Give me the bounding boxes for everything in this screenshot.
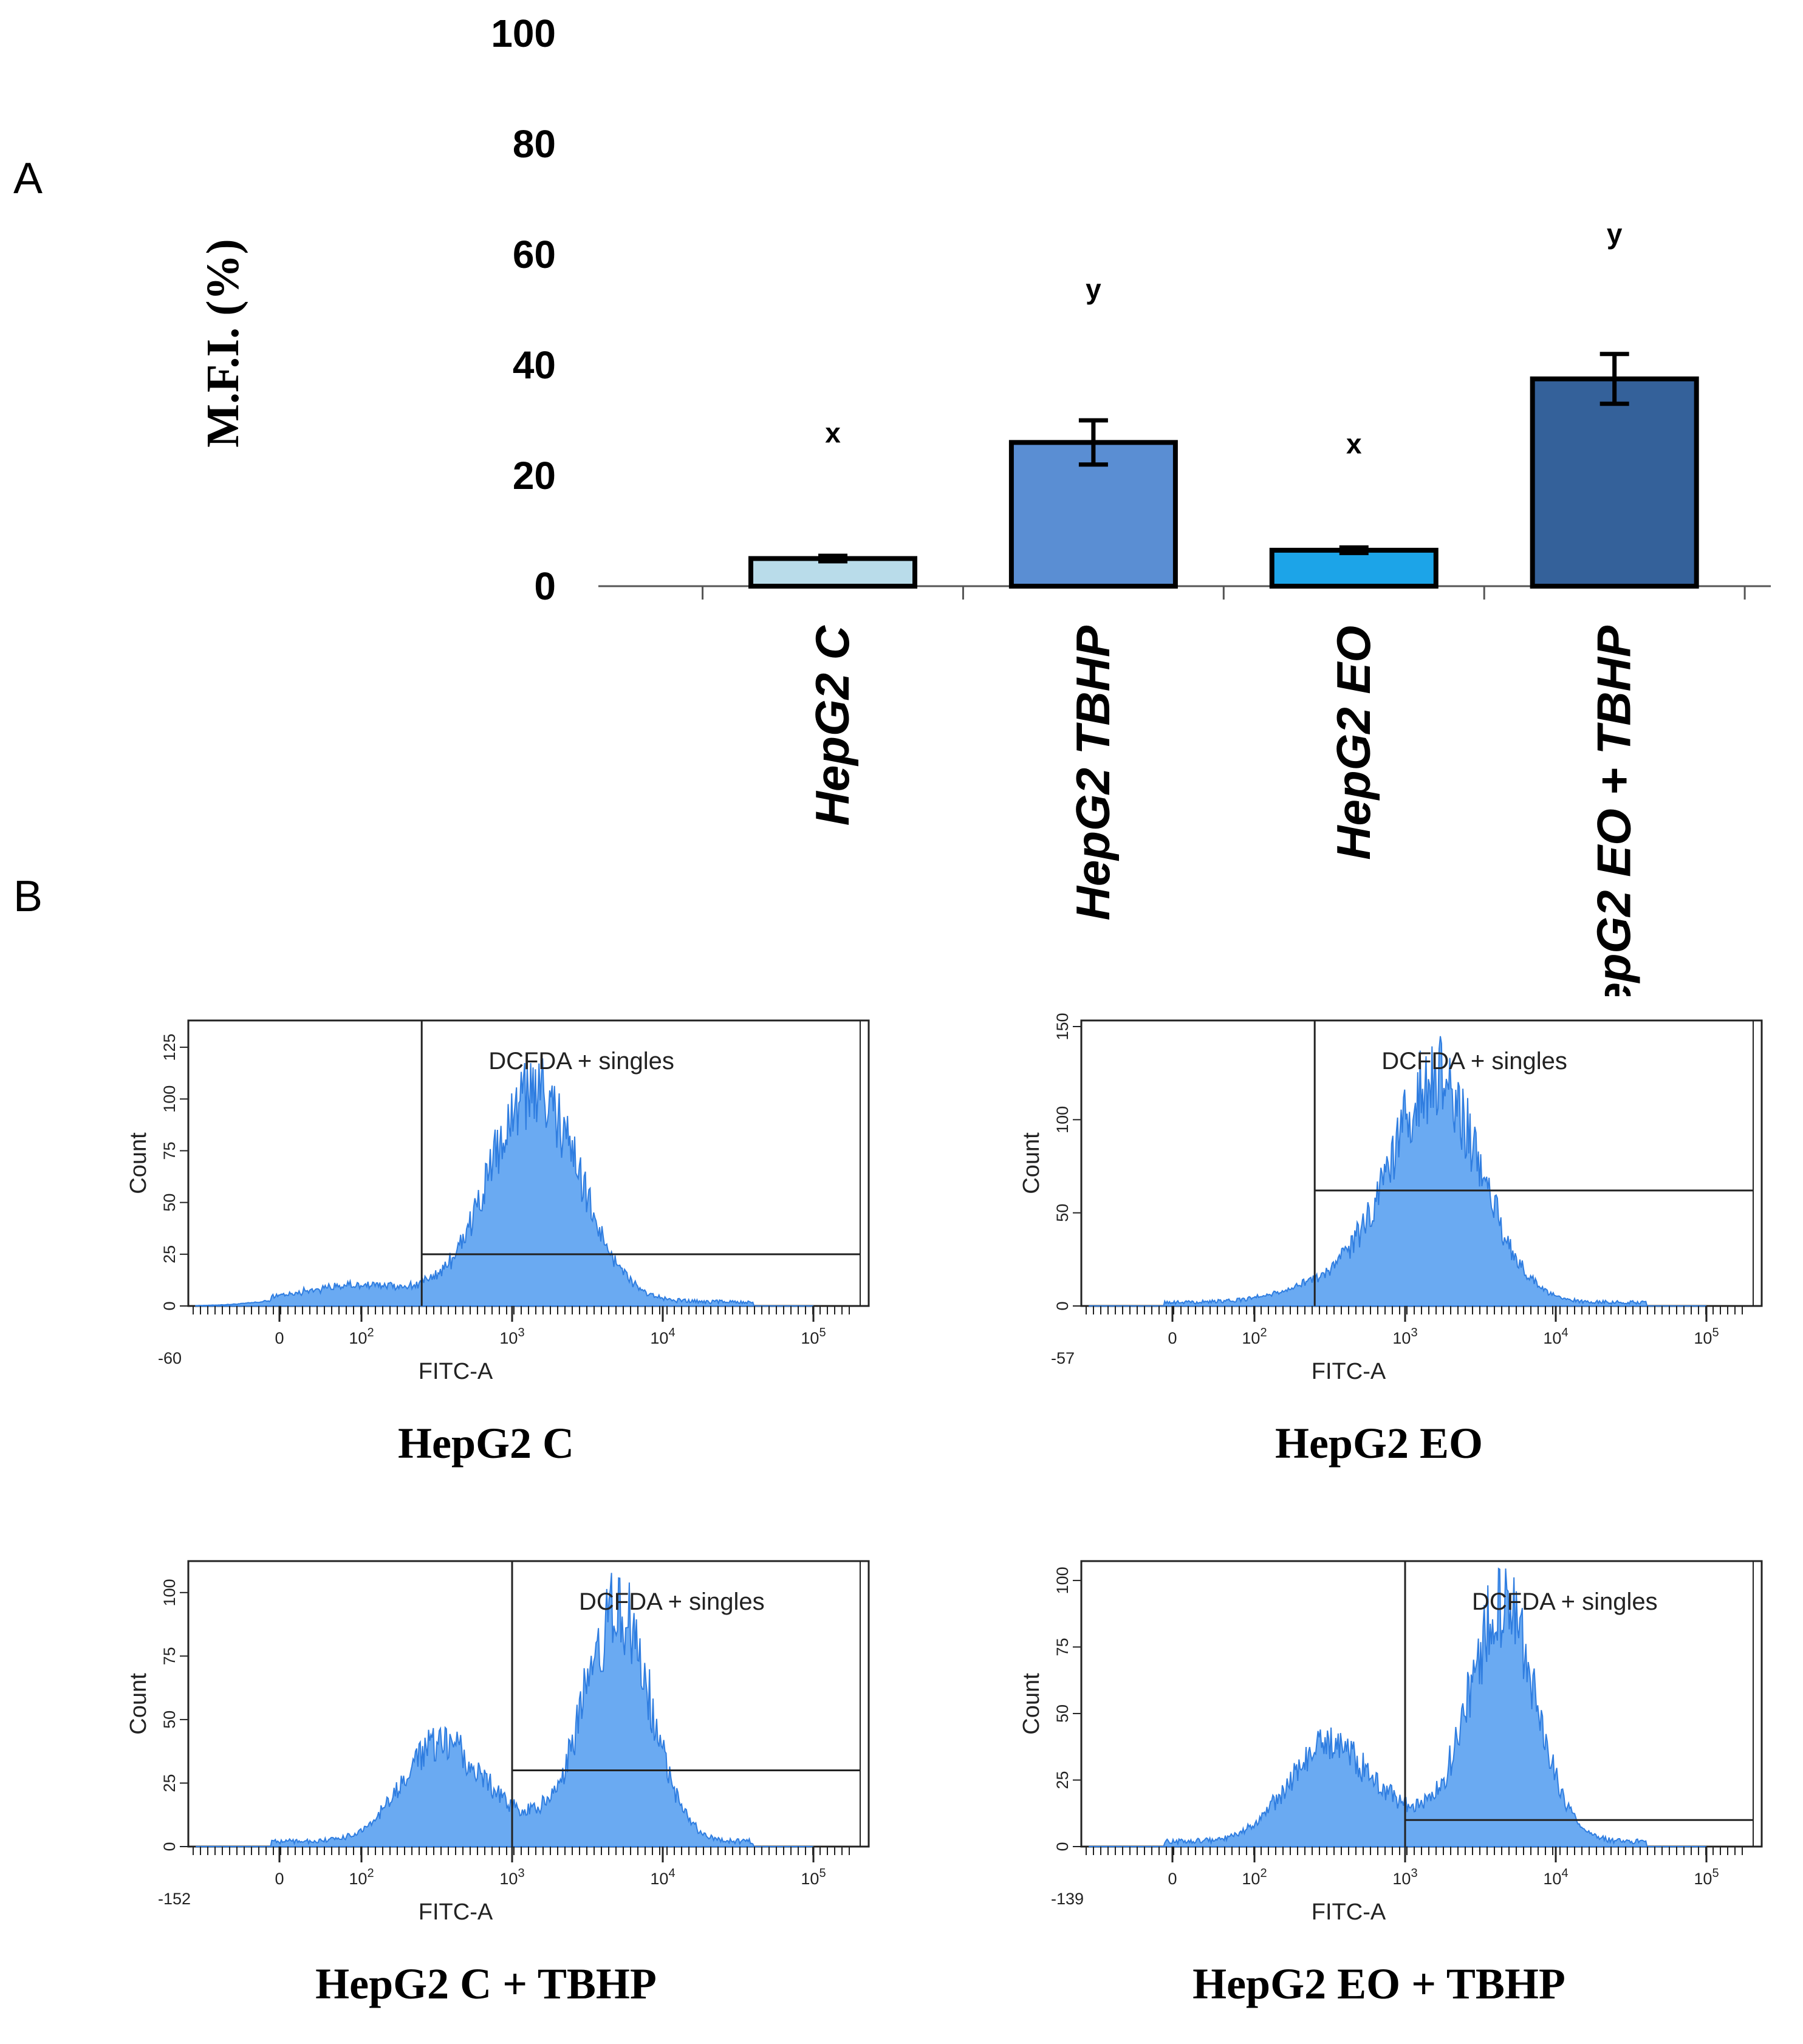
y-tick-label: 0 [160, 1301, 179, 1310]
x-tick-label: 104 [1543, 1326, 1568, 1347]
bar-hepg2-eo-tbhp [1530, 376, 1699, 589]
y-axis-label: M.F.I. (%) [197, 239, 248, 447]
y-tick-label: 25 [160, 1774, 179, 1792]
x-tick-label: 0 [275, 1870, 284, 1888]
y-tick-label: 20 [513, 454, 556, 497]
gate-label: DCFDA + singles [579, 1588, 765, 1615]
x-tick-label: 104 [1543, 1867, 1568, 1888]
y-tick-label: 50 [1053, 1204, 1072, 1222]
y-tick-label: 0 [1053, 1842, 1072, 1851]
category-label-hepg2-tbhp: HepG2 TBHP [1066, 625, 1120, 920]
y-axis-label: Count [1019, 1132, 1044, 1194]
y-tick-label: 0 [160, 1842, 179, 1851]
x-min-label: -60 [158, 1349, 182, 1367]
y-tick-label: 50 [1053, 1704, 1072, 1723]
y-axis-label: Count [126, 1673, 151, 1735]
x-tick-label: 0 [1168, 1329, 1177, 1347]
x-tick-label: 103 [1392, 1326, 1417, 1347]
y-tick-label: 25 [160, 1245, 179, 1263]
x-tick-label: 102 [349, 1326, 374, 1347]
x-tick-label: 105 [1694, 1326, 1719, 1347]
x-tick-label: 103 [1392, 1867, 1417, 1888]
x-tick-label: 0 [275, 1329, 284, 1347]
x-tick-label: 102 [1242, 1326, 1267, 1347]
gate-label: DCFDA + singles [488, 1048, 674, 1075]
y-tick-label: 80 [513, 122, 556, 166]
significance-label: y [1607, 218, 1623, 250]
gate-label: DCFDA + singles [1472, 1588, 1658, 1615]
histogram-hepg2-eo: DCFDA + singles 0 50 100 150 Count 0 102 103 104 1… [1019, 1013, 1763, 1468]
gate-label: DCFDA + singles [1381, 1048, 1567, 1075]
y-tick-label: 0 [534, 564, 556, 608]
y-tick-label: 125 [160, 1034, 179, 1061]
x-tick-label: 105 [1694, 1867, 1719, 1888]
x-tick-label: 102 [349, 1867, 374, 1888]
x-tick-label: 104 [650, 1867, 675, 1888]
y-tick-label: 50 [160, 1711, 179, 1729]
histogram-distribution [1089, 1567, 1706, 1847]
x-min-label: -57 [1051, 1349, 1075, 1367]
y-tick-label: 100 [491, 12, 556, 55]
category-label-hepg2-eo: HepG2 EO [1327, 626, 1380, 860]
histogram-caption: HepG2 C [398, 1419, 574, 1468]
histogram-hepg2-eo-tbhp: DCFDA + singles 0 25 50 75 100 Count 0 102 103 104… [1019, 1560, 1763, 2008]
x-tick-label: 105 [801, 1326, 826, 1347]
y-tick-label: 100 [160, 1579, 179, 1606]
y-axis-label: Count [1019, 1673, 1044, 1735]
x-tick-label: 103 [499, 1867, 524, 1888]
histogram-distribution [1089, 1036, 1706, 1307]
x-axis-label: FITC-A [419, 1359, 493, 1384]
y-tick-label: 50 [160, 1194, 179, 1212]
x-axis-label: FITC-A [1312, 1899, 1386, 1925]
bar-hepg2-eo [1269, 547, 1439, 589]
x-min-label: -139 [1051, 1890, 1084, 1908]
panel-label-b: B [13, 872, 43, 921]
x-axis-label: FITC-A [419, 1899, 493, 1925]
x-tick-label: 0 [1168, 1870, 1177, 1888]
significance-label: x [825, 417, 841, 448]
y-tick-label: 100 [1053, 1106, 1072, 1133]
x-tick-label: 102 [1242, 1867, 1267, 1888]
histogram-caption: HepG2 C + TBHP [315, 1960, 657, 2008]
y-tick-label: 40 [513, 343, 556, 387]
histogram-distribution [196, 1573, 813, 1847]
histogram-caption: HepG2 EO [1275, 1419, 1483, 1468]
y-axis-label: Count [126, 1132, 151, 1194]
y-tick-label: 0 [1053, 1301, 1072, 1310]
significance-label: x [1346, 428, 1362, 460]
significance-label: y [1086, 273, 1101, 305]
bar-chart: A B 0 20 40 60 80 100 M.F.I. (%) x HepG2 C y HepG2 T… [13, 12, 1771, 996]
x-min-label: -152 [158, 1890, 191, 1908]
y-tick-label: 75 [160, 1647, 179, 1665]
category-label-hepg2-eo-tbhp: HepG2 EO + TBHP [1587, 625, 1641, 996]
histogram-distribution [195, 1058, 813, 1307]
y-tick-label: 150 [1053, 1013, 1072, 1040]
histogram-hepg2-c-tbhp: DCFDA + singles 0 25 50 75 100 Count 0 102 103 104… [126, 1560, 870, 2008]
y-tick-label: 100 [1053, 1567, 1072, 1594]
y-tick-label: 100 [160, 1085, 179, 1113]
category-label-hepg2-c: HepG2 C [806, 624, 859, 825]
x-tick-label: 103 [499, 1326, 524, 1347]
x-tick-label: 105 [801, 1867, 826, 1888]
y-tick-label: 75 [1053, 1638, 1072, 1656]
y-tick-label: 25 [1053, 1771, 1072, 1789]
histogram-caption: HepG2 EO + TBHP [1192, 1960, 1565, 2008]
panel-label-a: A [13, 154, 43, 203]
histogram-hepg2-c: DCFDA + singles 0 25 50 75 100 125 Count 0 102 103… [126, 1019, 870, 1468]
x-axis-label: FITC-A [1312, 1359, 1386, 1384]
y-tick-label: 75 [160, 1141, 179, 1160]
y-tick-label: 60 [513, 233, 556, 276]
x-tick-label: 104 [650, 1326, 675, 1347]
